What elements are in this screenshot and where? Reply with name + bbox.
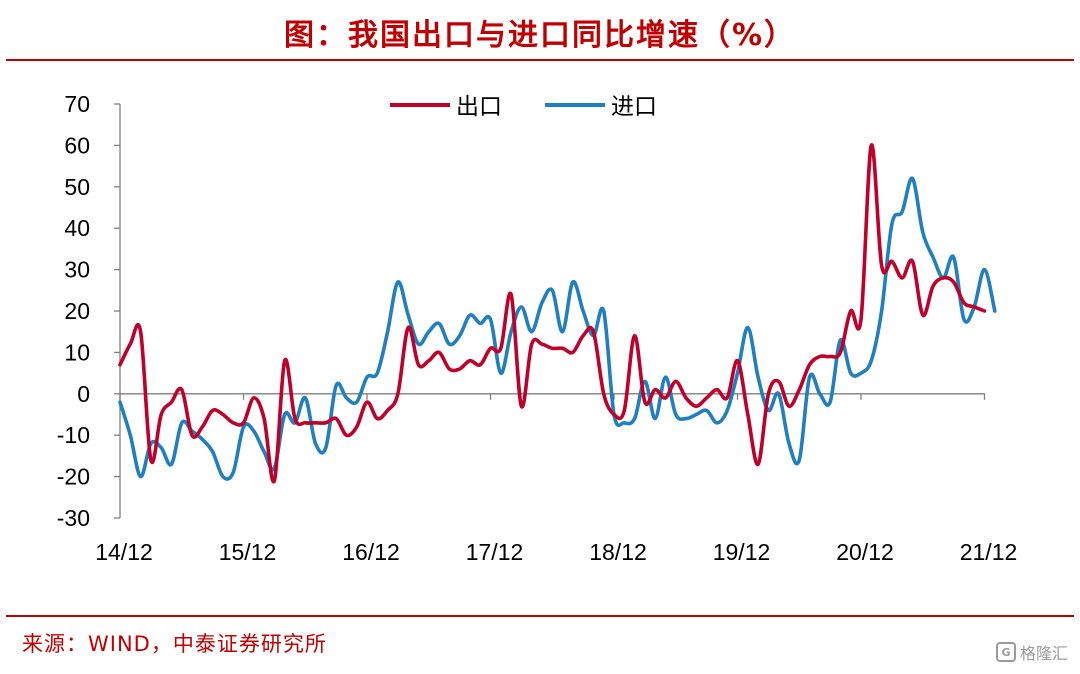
series-layer bbox=[118, 143, 997, 484]
title-divider bbox=[6, 59, 1074, 61]
legend-label: 进口 bbox=[611, 94, 657, 120]
x-tick-label: 15/12 bbox=[219, 539, 277, 565]
y-tick-label: 0 bbox=[77, 381, 90, 407]
source-note: 来源：WIND，中泰证券研究所 bbox=[22, 632, 327, 656]
x-tick-label: 19/12 bbox=[713, 539, 771, 565]
legend: 出口 进口 bbox=[390, 94, 657, 120]
x-tick-label: 20/12 bbox=[836, 539, 894, 565]
y-tick-label: 40 bbox=[64, 215, 90, 241]
footer-divider bbox=[6, 615, 1074, 617]
y-tick-label: 20 bbox=[64, 298, 90, 324]
y-tick-label: 60 bbox=[64, 132, 90, 158]
x-tick-label: 16/12 bbox=[342, 539, 400, 565]
series-line-import bbox=[118, 176, 997, 481]
series-line-export bbox=[118, 143, 987, 484]
x-tick-label: 17/12 bbox=[466, 539, 524, 565]
watermark-logo-icon: G bbox=[995, 642, 1016, 662]
y-tick-label: 50 bbox=[64, 174, 90, 200]
x-tick-label: 21/12 bbox=[960, 539, 1018, 565]
watermark-text: 格隆汇 bbox=[1019, 644, 1068, 663]
x-tick-label: 14/12 bbox=[95, 539, 153, 565]
watermark: G 格隆汇 bbox=[995, 640, 1068, 664]
y-tick-label: -30 bbox=[57, 505, 90, 531]
y-tick-label: 30 bbox=[64, 257, 90, 283]
axes: -30 -20 -10 0 10 20 30 40 50 60 70 14/12 15/12 16/12 1… bbox=[57, 91, 1018, 565]
x-tick-label: 18/12 bbox=[589, 539, 647, 565]
y-tick-label: 10 bbox=[64, 339, 90, 365]
legend-label: 出口 bbox=[456, 94, 502, 120]
y-tick-label: -20 bbox=[57, 464, 90, 490]
y-tick-label: -10 bbox=[57, 422, 90, 448]
y-tick-label: 70 bbox=[64, 91, 90, 117]
chart-title: 图：我国出口与进口同比增速（%） bbox=[283, 18, 797, 53]
